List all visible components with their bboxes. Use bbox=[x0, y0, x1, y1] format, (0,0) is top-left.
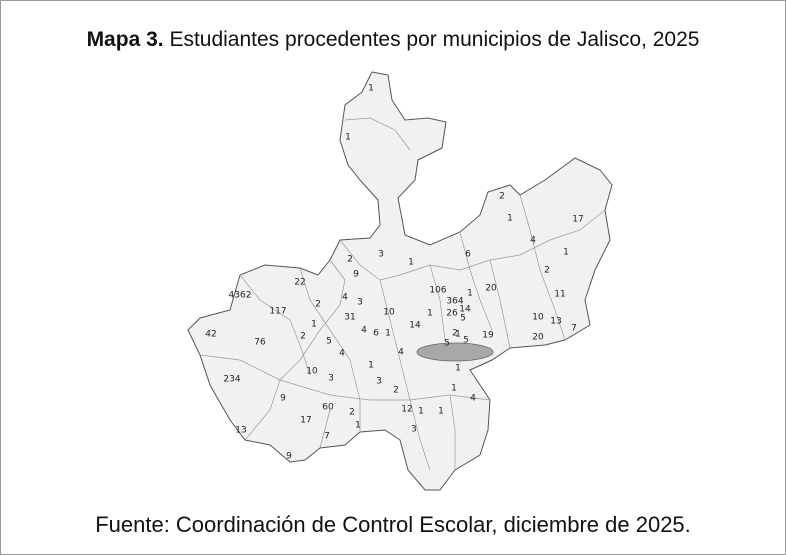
municipality-label: 2 bbox=[300, 332, 306, 342]
municipality-label: 106 bbox=[429, 286, 446, 296]
municipality-label: 10 bbox=[306, 367, 318, 377]
municipality-label: 14 bbox=[459, 305, 471, 315]
municipality-label: 1 bbox=[311, 320, 317, 330]
municipality-label: 3 bbox=[376, 377, 382, 387]
municipality-label: 9 bbox=[353, 270, 359, 280]
municipality-label: 12 bbox=[401, 405, 412, 415]
municipality-label: 1 bbox=[451, 384, 457, 394]
municipality-label: 4 bbox=[342, 293, 348, 303]
municipality-label: 1 bbox=[467, 289, 473, 299]
municipality-label: 5 bbox=[326, 337, 332, 347]
municipality-label: 1 bbox=[455, 364, 461, 374]
municipality-label: 17 bbox=[572, 215, 583, 225]
municipality-label: 2 bbox=[452, 329, 458, 339]
municipality-label: 364 bbox=[446, 297, 463, 307]
municipality-label: 4 bbox=[361, 326, 367, 336]
municipality-label: 60 bbox=[322, 403, 334, 413]
municipality-label: 13 bbox=[235, 426, 246, 436]
title-label: Mapa 3. bbox=[86, 28, 164, 51]
municipality-label: 13 bbox=[550, 317, 561, 327]
state-outline bbox=[187, 71, 613, 491]
municipality-label: 2 bbox=[315, 300, 321, 310]
municipality-label: 17 bbox=[300, 416, 311, 426]
municipality-label: 7 bbox=[571, 324, 577, 334]
municipality-label: 10 bbox=[383, 308, 395, 318]
source: Fuente: Coordinación de Control Escolar,… bbox=[95, 512, 691, 537]
municipality-label: 1 bbox=[368, 361, 374, 371]
municipality-label: 26 bbox=[446, 309, 458, 319]
municipality-label: 3 bbox=[378, 250, 384, 260]
municipality-label: 20 bbox=[532, 333, 544, 343]
municipality-label: 1 bbox=[385, 329, 391, 339]
municipality-label: 2 bbox=[349, 408, 355, 418]
municipality-label: 6 bbox=[465, 250, 471, 260]
municipality-label: 1 bbox=[507, 214, 513, 224]
municipality-label: 3 bbox=[357, 298, 363, 308]
municipality-label: 31 bbox=[344, 313, 355, 323]
municipality-label: 6 bbox=[373, 329, 379, 339]
municipality-label: 2 bbox=[347, 255, 353, 265]
municipality-label: 20 bbox=[485, 284, 497, 294]
municipality-label: 5 bbox=[444, 339, 450, 349]
municipality-label: 4 bbox=[530, 236, 536, 246]
title-text: Estudiantes procedentes por municipios d… bbox=[169, 28, 700, 51]
municipality-label: 1 bbox=[563, 248, 569, 258]
municipality-label: 3 bbox=[411, 425, 417, 435]
municipality-label: 42 bbox=[205, 330, 216, 340]
municipality-label: 10 bbox=[532, 313, 544, 323]
municipality-label: 1 bbox=[355, 421, 361, 431]
municipality-label: 1 bbox=[345, 133, 351, 143]
municipality-label: 14 bbox=[409, 321, 421, 331]
municipality-label: 1 bbox=[455, 330, 461, 340]
municipality-label: 1 bbox=[418, 407, 424, 417]
municipality-label: 1 bbox=[427, 309, 433, 319]
municipality-label: 1 bbox=[408, 258, 414, 268]
municipality-label: 11 bbox=[554, 290, 565, 300]
municipality-label: 4 bbox=[398, 348, 404, 358]
municipality-label: 4362 bbox=[229, 291, 252, 301]
municipality-label: 2 bbox=[544, 266, 550, 276]
municipality-label: 1 bbox=[438, 407, 444, 417]
municipality-label: 234 bbox=[223, 375, 240, 385]
municipality-label: 9 bbox=[286, 452, 292, 462]
municipality-label: 76 bbox=[254, 338, 266, 348]
municipality-label: 22 bbox=[294, 278, 305, 288]
municipality-label: 2 bbox=[499, 192, 505, 202]
municipality-label: 117 bbox=[269, 307, 286, 317]
lake-chapala bbox=[416, 342, 494, 362]
municipality-label: 1 bbox=[368, 84, 374, 94]
municipal-borders bbox=[199, 117, 606, 471]
municipality-label: 7 bbox=[324, 432, 330, 442]
municipality-label: 19 bbox=[482, 331, 494, 341]
municipality-label: 2 bbox=[393, 386, 399, 396]
municipality-label: 9 bbox=[280, 394, 286, 404]
municipality-label: 5 bbox=[463, 336, 469, 346]
municipality-label: 4 bbox=[470, 394, 476, 404]
municipality-label: 5 bbox=[460, 314, 466, 324]
municipality-label: 4 bbox=[339, 349, 345, 359]
map-title: Mapa 3. Estudiantes procedentes por muni… bbox=[0, 28, 786, 52]
municipality-label: 3 bbox=[328, 374, 334, 384]
